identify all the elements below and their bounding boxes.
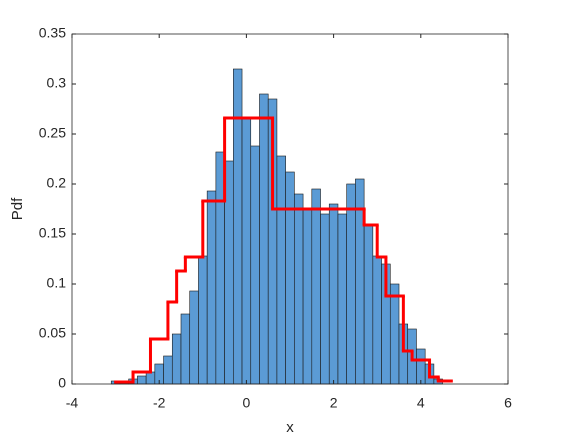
axes-box xyxy=(71,33,509,385)
bar xyxy=(346,183,356,385)
x-tick-label: -4 xyxy=(66,395,79,411)
x-tick-label: 2 xyxy=(330,395,338,411)
bar xyxy=(389,283,400,385)
bar xyxy=(294,193,304,385)
x-axis-label: x xyxy=(286,419,294,436)
bar xyxy=(145,371,156,385)
y-tick-label: 0.35 xyxy=(39,25,66,41)
bar xyxy=(241,118,252,385)
bar xyxy=(302,208,313,385)
bar xyxy=(259,93,269,385)
bar xyxy=(416,348,426,385)
bar xyxy=(189,290,199,385)
y-tick-label: 0.2 xyxy=(47,175,67,191)
bar xyxy=(171,333,182,385)
bar xyxy=(337,213,347,385)
y-axis-label: Pdf xyxy=(9,197,26,220)
x-tick-label: 4 xyxy=(417,395,425,411)
bar xyxy=(250,145,260,385)
x-tick-label: -2 xyxy=(153,395,166,411)
bar xyxy=(276,155,286,385)
bar xyxy=(206,190,217,385)
bar xyxy=(137,375,147,385)
bar xyxy=(363,223,374,385)
y-tick-label: 0.05 xyxy=(39,325,66,341)
bar xyxy=(311,188,321,385)
y-tick-label: 0.15 xyxy=(39,225,66,241)
y-tick-label: 0 xyxy=(58,375,66,391)
x-tick-label: 0 xyxy=(243,395,251,411)
x-tick-label: 6 xyxy=(504,395,512,411)
bar xyxy=(233,68,243,385)
bar xyxy=(320,213,330,385)
y-tick-label: 0.1 xyxy=(47,275,67,291)
bar xyxy=(328,203,339,385)
bar xyxy=(163,355,173,385)
y-tick-label: 0.25 xyxy=(39,125,66,141)
bar xyxy=(285,171,295,385)
bar xyxy=(180,313,191,385)
y-tick-label: 0.3 xyxy=(47,75,67,91)
bar xyxy=(372,255,382,385)
bar xyxy=(198,255,208,385)
